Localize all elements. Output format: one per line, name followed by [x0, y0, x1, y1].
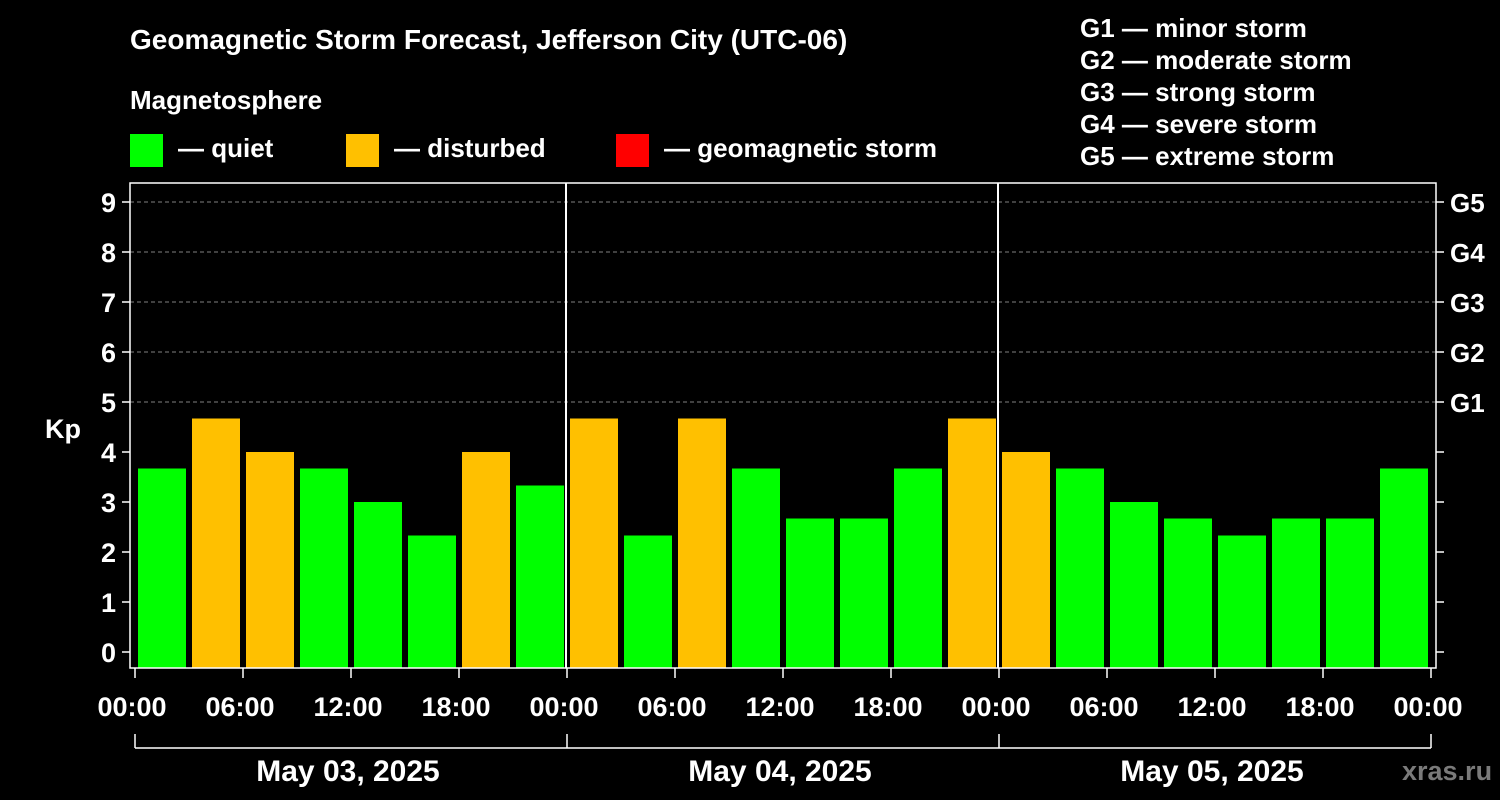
- x-tick-label: 06:00: [1069, 692, 1138, 722]
- kp-bar: [462, 452, 510, 668]
- day-labels: May 03, 2025 May 04, 2025 May 05, 2025: [256, 755, 1303, 788]
- legend-label-storm: — geomagnetic storm: [664, 133, 937, 163]
- storm-scale-g5: G5 — extreme storm: [1080, 141, 1334, 171]
- kp-bar: [786, 518, 834, 668]
- kp-bar: [1110, 502, 1158, 668]
- g-level-labels: G1 G2 G3 G4 G5: [1450, 188, 1485, 418]
- kp-bar: [678, 418, 726, 668]
- kp-bar: [570, 418, 618, 668]
- kp-bar: [840, 518, 888, 668]
- y-tick-labels: 0 1 2 3 4 5 6 7 8 9: [101, 188, 116, 668]
- grid-lines: [130, 201, 1436, 403]
- kp-bar: [300, 468, 348, 668]
- x-tick-label: 12:00: [313, 692, 382, 722]
- g-level-label-g4: G4: [1450, 238, 1485, 268]
- x-tick-label: 18:00: [421, 692, 490, 722]
- y-tick-label: 1: [101, 588, 116, 618]
- kp-bar: [138, 468, 186, 668]
- day-label: May 03, 2025: [256, 755, 439, 788]
- x-tick-labels: 00:00 06:00 12:00 18:00 00:00 06:00 12:00 18:00…: [97, 692, 1462, 722]
- watermark: xras.ru: [1402, 756, 1492, 786]
- y-tick-label: 9: [101, 188, 116, 218]
- kp-bar: [1002, 452, 1050, 668]
- axes: [122, 182, 1444, 749]
- kp-bar: [516, 485, 564, 668]
- x-tick-label: 00:00: [97, 692, 166, 722]
- x-tick-label: 00:00: [1393, 692, 1462, 722]
- legend-swatch-quiet: [130, 134, 163, 167]
- y-tick-label: 2: [101, 538, 116, 568]
- storm-scale-g2: G2 — moderate storm: [1080, 45, 1352, 75]
- x-tick-label: 18:00: [1285, 692, 1354, 722]
- x-tick-label: 06:00: [205, 692, 274, 722]
- x-tick-label: 12:00: [1177, 692, 1246, 722]
- x-tick-label: 12:00: [745, 692, 814, 722]
- y-tick-label: 4: [101, 438, 116, 468]
- kp-bar: [354, 502, 402, 668]
- legend-swatch-storm: [616, 134, 649, 167]
- kp-bar: [1272, 518, 1320, 668]
- y-tick-label: 7: [101, 288, 116, 318]
- legend-swatch-disturbed: [346, 134, 379, 167]
- g-level-label-g2: G2: [1450, 338, 1485, 368]
- g-level-label-g5: G5: [1450, 188, 1485, 218]
- g-level-label-g3: G3: [1450, 288, 1485, 318]
- y-tick-label: 6: [101, 338, 116, 368]
- y-tick-label: 0: [101, 638, 116, 668]
- storm-scale-g4: G4 — severe storm: [1080, 109, 1317, 139]
- kp-bar: [1326, 518, 1374, 668]
- kp-bar: [948, 418, 996, 668]
- storm-scale-g1: G1 — minor storm: [1080, 13, 1307, 43]
- y-tick-label: 8: [101, 238, 116, 268]
- y-tick-label: 5: [101, 388, 116, 418]
- y-axis-label: Kp: [45, 414, 81, 444]
- kp-bar: [246, 452, 294, 668]
- x-tick-label: 00:00: [529, 692, 598, 722]
- legend-title: Magnetosphere: [130, 85, 322, 115]
- kp-bar: [624, 535, 672, 668]
- x-tick-label: 18:00: [853, 692, 922, 722]
- kp-bar: [1380, 468, 1428, 668]
- storm-scale-legend: G1 — minor storm G2 — moderate storm G3 …: [1080, 13, 1352, 171]
- chart-title: Geomagnetic Storm Forecast, Jefferson Ci…: [130, 24, 847, 55]
- kp-bar: [1056, 468, 1104, 668]
- g-level-label-g1: G1: [1450, 388, 1485, 418]
- storm-scale-g3: G3 — strong storm: [1080, 77, 1315, 107]
- bars: [138, 418, 1428, 668]
- kp-bar: [894, 468, 942, 668]
- day-label: May 05, 2025: [1120, 755, 1303, 788]
- kp-bar: [1218, 535, 1266, 668]
- kp-bar: [1164, 518, 1212, 668]
- legend-label-quiet: — quiet: [178, 133, 274, 163]
- y-tick-label: 3: [101, 488, 116, 518]
- kp-bar: [192, 418, 240, 668]
- kp-bar: [732, 468, 780, 668]
- legend: — quiet — disturbed — geomagnetic storm: [130, 133, 937, 167]
- x-tick-label: 06:00: [637, 692, 706, 722]
- day-label: May 04, 2025: [688, 755, 871, 788]
- legend-label-disturbed: — disturbed: [394, 133, 546, 163]
- x-tick-label: 00:00: [961, 692, 1030, 722]
- kp-bar: [408, 535, 456, 668]
